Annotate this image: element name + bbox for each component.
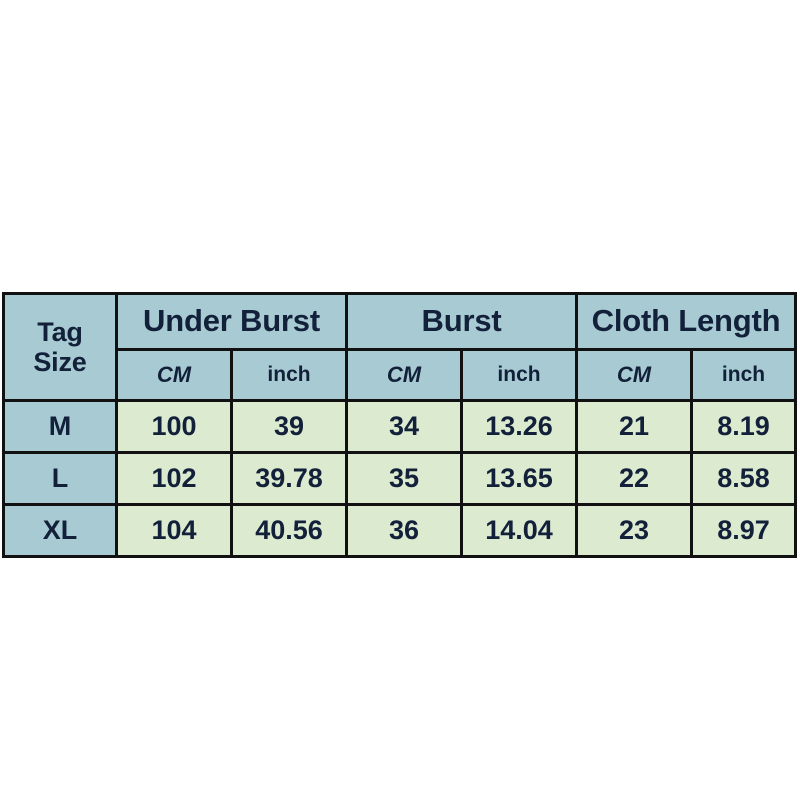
- cell-size-m: M: [2, 399, 118, 454]
- cell-xl-cloth-length-cm: 23: [575, 503, 694, 558]
- cell-xl-under-burst-inch: 40.56: [230, 503, 348, 558]
- header-unit-under-burst-inch: inch: [230, 348, 348, 402]
- cell-m-cloth-length-cm: 21: [575, 399, 694, 454]
- header-tag-size-line1: Tag: [37, 316, 83, 347]
- cell-m-under-burst-inch: 39: [230, 399, 348, 454]
- header-unit-under-burst-cm: CM: [115, 348, 233, 402]
- table-row: M 100 39 34 13.26 21 8.19: [2, 399, 798, 454]
- header-unit-burst-inch: inch: [459, 348, 579, 402]
- cell-m-cloth-length-inch: 8.19: [690, 399, 798, 454]
- cell-m-burst-inch: 13.26: [459, 399, 579, 454]
- header-unit-cloth-length-cm: CM: [575, 348, 694, 402]
- header-unit-burst-cm: CM: [345, 348, 463, 402]
- cell-l-under-burst-cm: 102: [115, 451, 233, 506]
- table-header-group-row: Tag Size Under Burst Burst Cloth Length: [2, 292, 798, 402]
- size-chart-table: Tag Size Under Burst Burst Cloth Length …: [2, 292, 798, 558]
- size-chart-container: Tag Size Under Burst Burst Cloth Length …: [2, 292, 798, 558]
- cell-xl-burst-cm: 36: [345, 503, 463, 558]
- cell-l-burst-inch: 13.65: [459, 451, 579, 506]
- cell-xl-under-burst-cm: 104: [115, 503, 233, 558]
- cell-m-burst-cm: 34: [345, 399, 463, 454]
- cell-l-cloth-length-inch: 8.58: [690, 451, 798, 506]
- table-header-unit-row: CM inch CM inch CM inch: [4, 348, 798, 402]
- header-tag-size: Tag Size: [2, 292, 118, 402]
- cell-m-under-burst-cm: 100: [115, 399, 233, 454]
- table-row: L 102 39.78 35 13.65 22 8.58: [2, 451, 798, 506]
- header-unit-cloth-length-inch: inch: [690, 348, 798, 402]
- cell-l-under-burst-inch: 39.78: [230, 451, 348, 506]
- cell-size-xl: XL: [2, 503, 118, 558]
- cell-size-l: L: [2, 451, 118, 506]
- cell-xl-cloth-length-inch: 8.97: [690, 503, 798, 558]
- table-row: XL 104 40.56 36 14.04 23 8.97: [2, 503, 798, 558]
- cell-xl-burst-inch: 14.04: [459, 503, 579, 558]
- header-group-burst: Burst: [344, 292, 579, 351]
- header-group-cloth-length: Cloth Length: [575, 292, 798, 351]
- cell-l-burst-cm: 35: [345, 451, 463, 506]
- header-tag-size-line2: Size: [33, 347, 87, 377]
- cell-l-cloth-length-cm: 22: [575, 451, 694, 506]
- header-group-under-burst: Under Burst: [115, 292, 348, 351]
